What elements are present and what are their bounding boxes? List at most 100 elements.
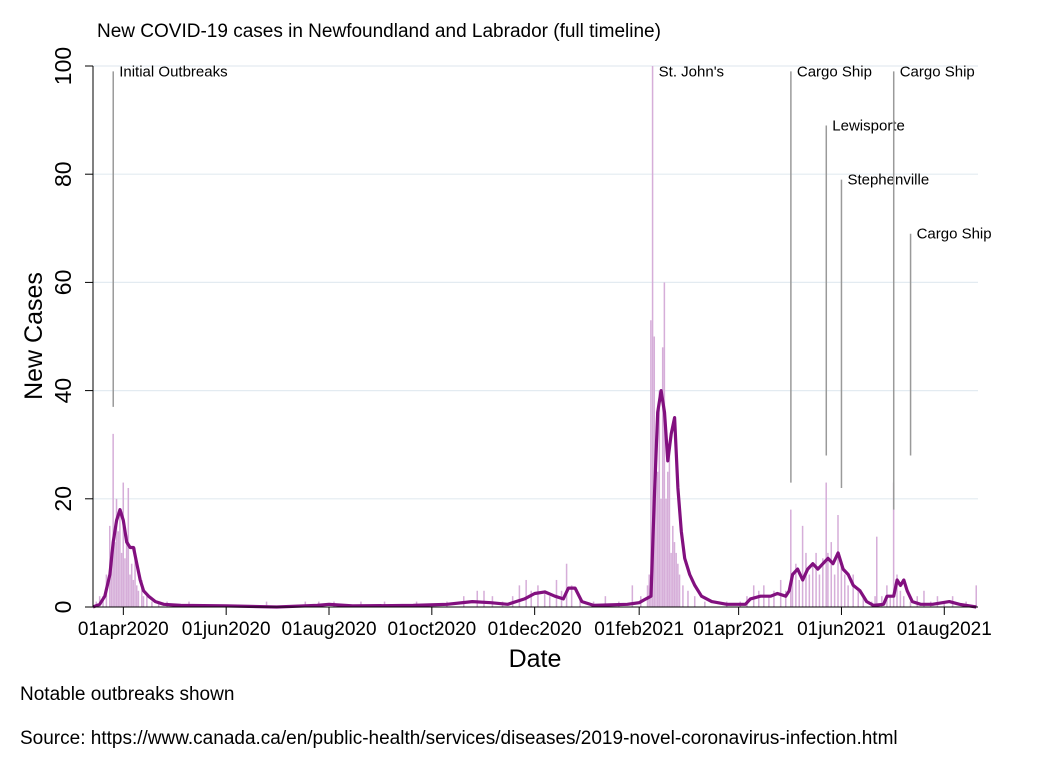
- bar: [791, 574, 794, 607]
- bar: [811, 563, 814, 607]
- bar: [548, 596, 551, 607]
- bar: [818, 574, 821, 607]
- bar: [655, 444, 657, 607]
- bar: [773, 590, 775, 607]
- y-axis-label: New Cases: [20, 272, 48, 400]
- y-tick-label: 0: [50, 601, 76, 614]
- bar: [881, 596, 883, 607]
- bar: [130, 563, 133, 607]
- bar: [852, 574, 854, 607]
- bar: [646, 585, 649, 607]
- bar: [752, 585, 755, 607]
- bar: [146, 596, 148, 607]
- chart-title: New COVID-19 cases in Newfoundland and L…: [97, 21, 661, 42]
- bar: [795, 563, 797, 607]
- bar: [943, 601, 945, 607]
- bar: [530, 590, 532, 607]
- bar: [758, 590, 760, 607]
- bar: [784, 590, 787, 607]
- annotation-label: Stephenville: [847, 172, 929, 189]
- bar: [141, 579, 143, 607]
- note-text: Notable outbreaks shown: [20, 684, 234, 705]
- bar: [801, 525, 804, 607]
- bar: [677, 563, 679, 607]
- bar: [909, 601, 912, 607]
- y-tick-label: 100: [50, 47, 76, 85]
- annotations: Initial Outbreaks St. John's Cargo Ship Lew…: [112, 63, 992, 510]
- bar: [525, 579, 527, 607]
- bar: [135, 585, 138, 607]
- bar: [651, 66, 654, 607]
- bar: [129, 574, 131, 607]
- bar: [112, 433, 114, 607]
- annotation-label: Initial Outbreaks: [119, 63, 227, 80]
- bar: [876, 536, 878, 607]
- bar: [120, 552, 123, 607]
- bar: [124, 558, 126, 607]
- bar: [847, 585, 849, 607]
- bar: [673, 542, 676, 607]
- bar: [678, 574, 681, 607]
- bar: [134, 547, 136, 607]
- bar: [833, 574, 836, 607]
- bar: [565, 563, 568, 607]
- bar: [874, 596, 876, 607]
- bar: [579, 596, 581, 607]
- bar: [660, 498, 662, 607]
- bar: [798, 579, 800, 607]
- bar: [857, 590, 859, 607]
- bar: [137, 590, 140, 607]
- bar: [825, 482, 827, 607]
- bar: [837, 515, 839, 607]
- bar: [117, 531, 119, 607]
- bar: [604, 596, 607, 607]
- bar: [843, 574, 846, 607]
- bar: [658, 390, 661, 607]
- bar: [889, 596, 892, 607]
- bar: [827, 552, 829, 607]
- y-tick-label: 20: [50, 486, 76, 512]
- bar: [650, 320, 652, 607]
- bar: [114, 542, 116, 607]
- bar: [656, 471, 659, 607]
- bar: [665, 498, 667, 607]
- bar: [555, 579, 558, 607]
- bar: [661, 347, 664, 607]
- bar: [768, 596, 770, 607]
- x-tick-label: 01jun2020: [182, 619, 271, 640]
- y-tick-label: 80: [50, 161, 76, 187]
- bar: [110, 558, 113, 607]
- bar: [119, 509, 121, 607]
- x-tick-label: 01jun2021: [797, 619, 886, 640]
- bar: [675, 552, 677, 607]
- bar: [265, 601, 268, 607]
- x-tick-label: 01dec2020: [488, 619, 582, 640]
- bar: [670, 552, 672, 607]
- bar: [668, 444, 671, 607]
- x-tick-label: 01feb2021: [594, 619, 684, 640]
- bar: [693, 596, 696, 607]
- annotation-label: St. John's: [659, 63, 724, 80]
- bar: [570, 585, 573, 607]
- y-tick-label: 60: [50, 270, 76, 296]
- bar: [151, 601, 153, 607]
- bar: [122, 482, 125, 607]
- bar: [666, 471, 669, 607]
- gridlines: [93, 65, 978, 500]
- bar: [790, 509, 792, 607]
- x-tick-label: 01apr2020: [78, 619, 169, 640]
- bar: [537, 585, 539, 607]
- y-ticks: 0 20 40 60 80 100: [50, 47, 93, 614]
- x-axis-label: Date: [509, 645, 562, 673]
- annotation-label: Cargo Ship: [900, 63, 975, 80]
- source-text: Source: https://www.canada.ca/en/public-…: [20, 728, 898, 749]
- bar: [840, 563, 843, 607]
- bar-series: [95, 66, 977, 607]
- bar: [923, 590, 925, 607]
- x-tick-label: 01aug2020: [281, 619, 376, 640]
- annotation-label: Lewisporte: [832, 118, 905, 135]
- bar: [142, 596, 145, 607]
- bar: [476, 590, 479, 607]
- bar: [704, 601, 706, 607]
